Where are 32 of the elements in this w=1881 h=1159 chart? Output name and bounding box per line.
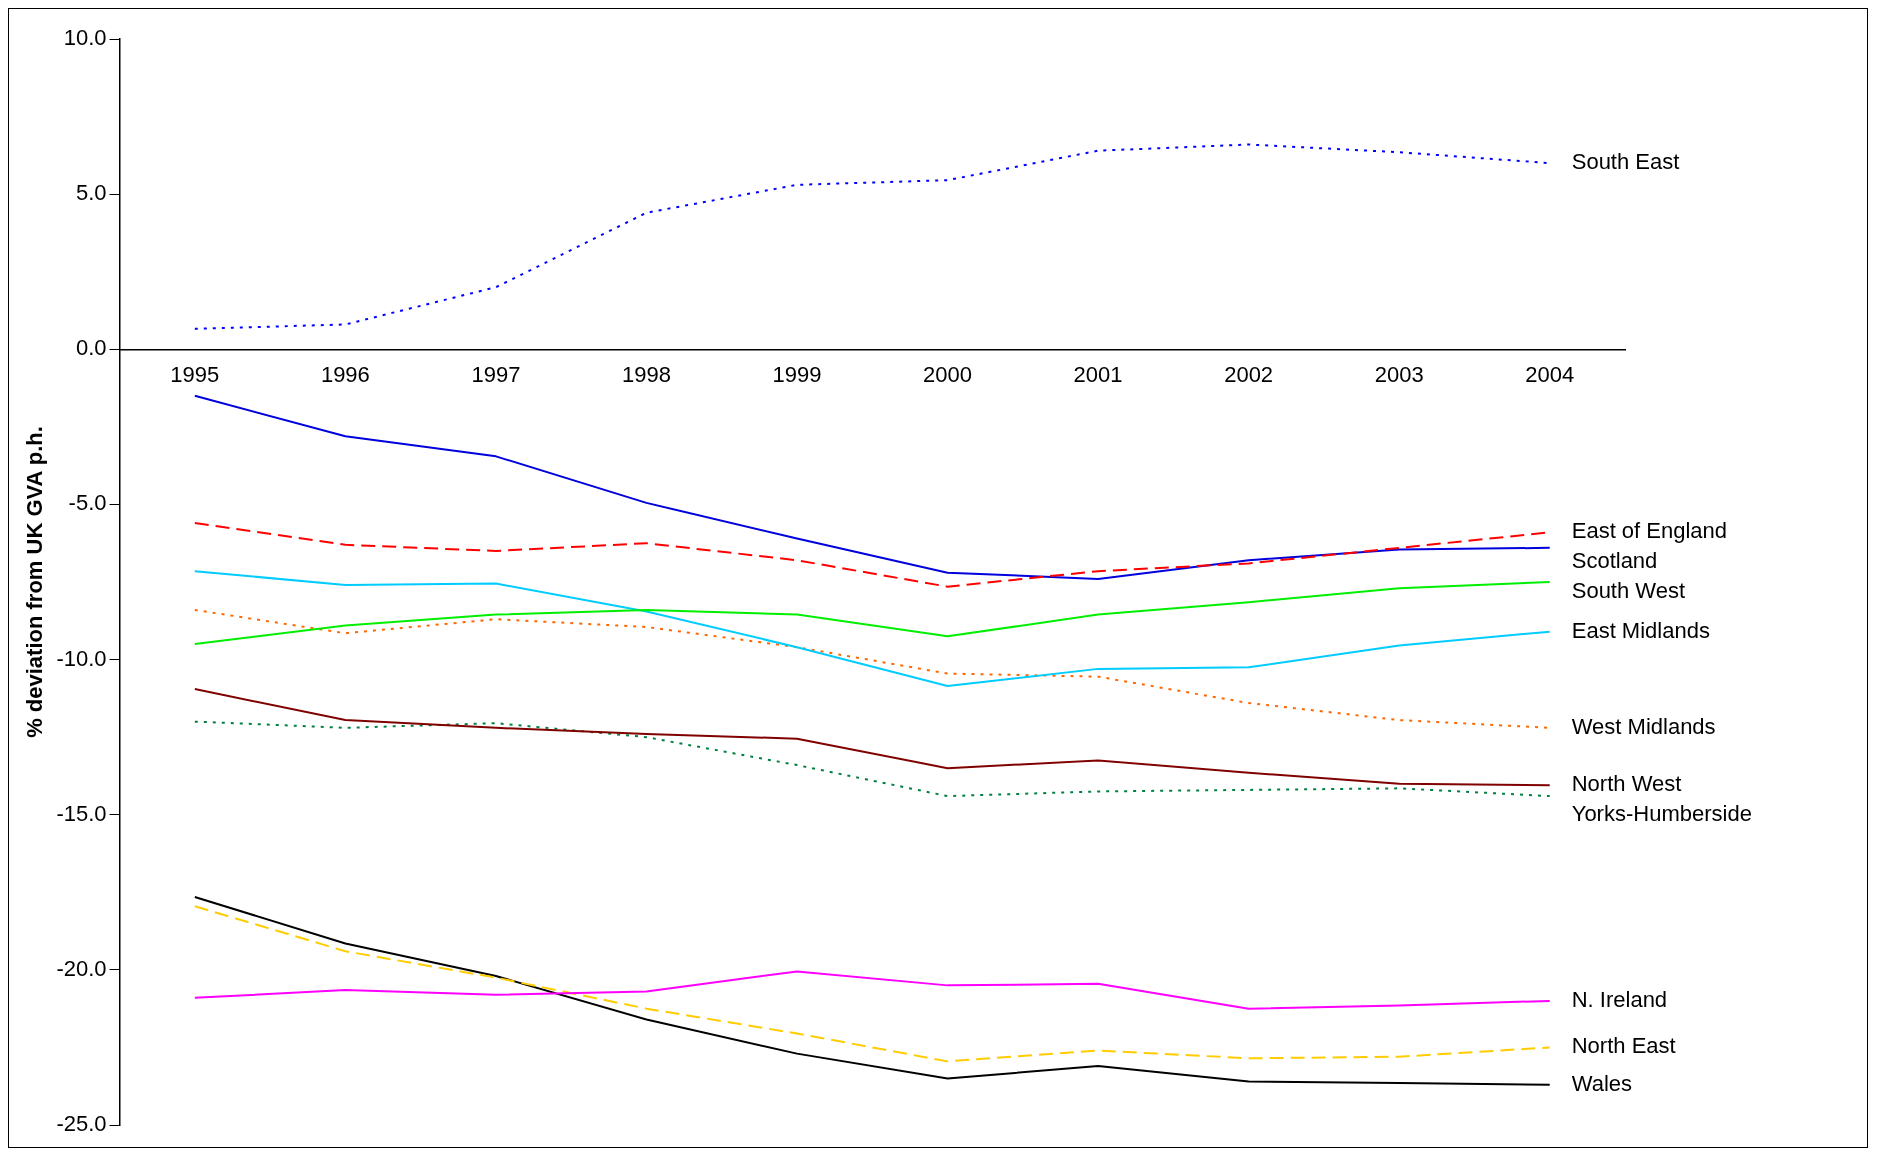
series-label: Scotland (1571, 548, 1658, 574)
series-label: South West (1571, 578, 1686, 604)
series-label: North East (1571, 1033, 1676, 1059)
series-label: East of England (1571, 518, 1728, 544)
series-label: East Midlands (1571, 617, 1710, 643)
y-axis-title: % deviation from UK GVA p.h. (22, 426, 48, 738)
x-tick-label: 2001 (1073, 361, 1123, 387)
y-tick-label: -20.0 (56, 955, 107, 981)
y-tick-label: -25.0 (56, 1111, 107, 1137)
y-tick-label: 10.0 (63, 25, 107, 51)
line-series (193, 720, 1551, 798)
x-tick-label: 2004 (1525, 361, 1575, 387)
y-tick-label: -5.0 (68, 490, 107, 516)
series-label: West Midlands (1571, 713, 1716, 739)
x-tick-label: 1997 (471, 361, 521, 387)
y-tick-label: 0.0 (75, 335, 107, 361)
x-tick-label: 1999 (772, 361, 822, 387)
series-label: N. Ireland (1571, 986, 1668, 1012)
x-tick-label: 2000 (923, 361, 973, 387)
y-tick-label: -10.0 (56, 645, 107, 671)
series-label: Yorks-Humberside (1571, 801, 1752, 827)
series-label: Wales (1571, 1070, 1633, 1096)
series-label: North West (1571, 771, 1682, 797)
series-label: South East (1571, 149, 1680, 175)
x-tick-label: 1996 (320, 361, 370, 387)
x-tick-label: 1998 (621, 361, 671, 387)
x-tick-label: 1995 (170, 361, 220, 387)
x-tick-label: 2002 (1224, 361, 1274, 387)
line-series (193, 905, 1551, 1063)
x-tick-label: 2003 (1374, 361, 1424, 387)
y-tick-label: 5.0 (75, 180, 107, 206)
y-tick-label: -15.0 (56, 800, 107, 826)
